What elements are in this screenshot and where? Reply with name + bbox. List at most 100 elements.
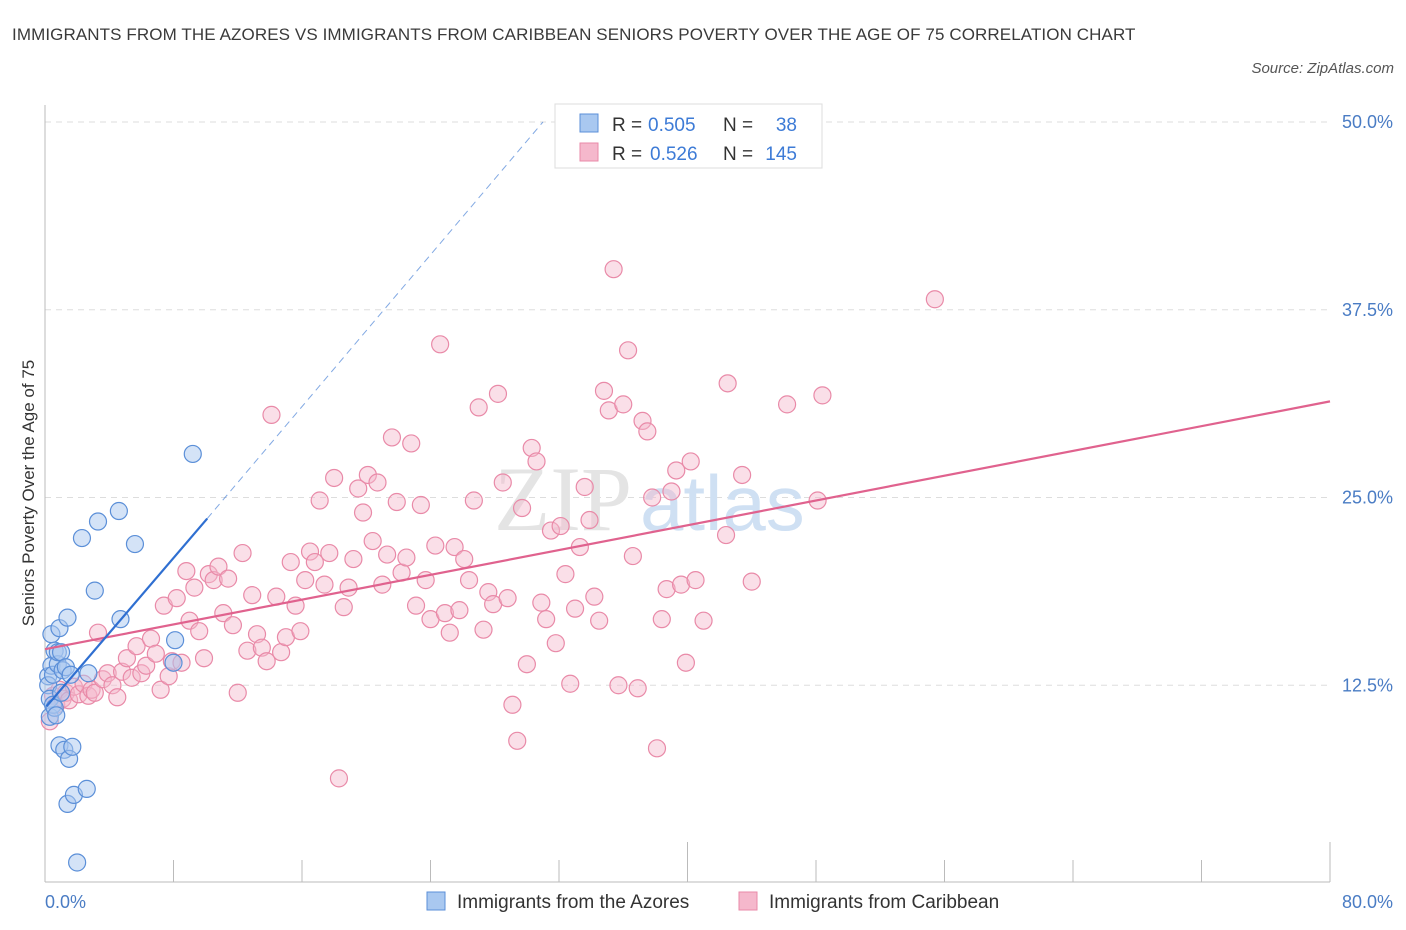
azores-point-15 bbox=[51, 683, 71, 702]
caribbean-point-93 bbox=[469, 398, 488, 417]
x-tick-label-max: 80.0% bbox=[1342, 892, 1393, 912]
caribbean-point-59 bbox=[305, 552, 324, 572]
caribbean-point-72 bbox=[368, 473, 387, 492]
caribbean-point-78 bbox=[397, 548, 416, 567]
gridlines bbox=[45, 121, 1330, 686]
caribbean-n-value: 145 bbox=[765, 144, 797, 165]
x-tick-labels: 0.0% 80.0% bbox=[45, 892, 1393, 912]
y-tick-label-3: 50.0% bbox=[1342, 112, 1393, 132]
legend-caribbean-label[interactable]: Immigrants from Caribbean bbox=[769, 892, 999, 913]
legend-azores-label[interactable]: Immigrants from the Azores bbox=[457, 892, 689, 913]
caribbean-point-47 bbox=[247, 625, 267, 644]
caribbean-point-108 bbox=[541, 521, 561, 540]
watermark: ZIP atlas bbox=[494, 448, 805, 550]
azores-r-value: 0.505 bbox=[648, 115, 696, 136]
caribbean-point-44 bbox=[233, 543, 252, 563]
azores-point-20 bbox=[58, 608, 77, 627]
caribbean-point-144 bbox=[777, 395, 797, 414]
caribbean-point-39 bbox=[209, 557, 228, 576]
caribbean-point-125 bbox=[623, 546, 642, 566]
watermark-atlas: atlas bbox=[640, 459, 805, 547]
caribbean-point-136 bbox=[676, 653, 695, 672]
caribbean-point-99 bbox=[498, 589, 517, 608]
caribbean-point-84 bbox=[426, 536, 445, 555]
azores-points bbox=[39, 444, 202, 872]
caribbean-point-97 bbox=[488, 384, 508, 403]
caribbean-r-label: R = bbox=[612, 144, 642, 165]
caribbean-point-56 bbox=[291, 622, 310, 641]
caribbean-point-142 bbox=[733, 465, 752, 485]
caribbean-point-69 bbox=[353, 503, 373, 522]
caribbean-point-46 bbox=[243, 586, 262, 605]
caribbean-point-26 bbox=[151, 680, 170, 699]
caribbean-point-68 bbox=[349, 479, 368, 498]
x-tick-label-min: 0.0% bbox=[45, 892, 86, 912]
caribbean-swatch bbox=[579, 142, 599, 162]
caribbean-point-112 bbox=[561, 674, 580, 693]
caribbean-point-67 bbox=[344, 549, 363, 569]
caribbean-point-49 bbox=[257, 652, 276, 671]
caribbean-point-100 bbox=[503, 695, 522, 714]
caribbean-point-66 bbox=[339, 578, 358, 597]
caribbean-point-111 bbox=[556, 565, 575, 584]
caribbean-trend-line bbox=[44, 400, 1331, 651]
caribbean-point-140 bbox=[716, 525, 736, 545]
caribbean-n-label: N = bbox=[723, 144, 753, 165]
caribbean-point-70 bbox=[358, 465, 377, 485]
caribbean-point-60 bbox=[310, 491, 329, 510]
azores-point-36 bbox=[166, 631, 185, 650]
caribbean-point-101 bbox=[508, 731, 527, 750]
caribbean-point-105 bbox=[527, 452, 546, 471]
caribbean-point-135 bbox=[671, 575, 691, 594]
caribbean-point-121 bbox=[604, 260, 623, 279]
caribbean-point-87 bbox=[440, 623, 459, 642]
azores-point-30 bbox=[85, 581, 104, 600]
azores-trend-line bbox=[45, 517, 209, 707]
caribbean-point-71 bbox=[363, 531, 382, 551]
caribbean-point-131 bbox=[652, 610, 671, 629]
caribbean-point-13 bbox=[88, 623, 108, 642]
caribbean-point-89 bbox=[450, 601, 469, 620]
caribbean-point-88 bbox=[445, 537, 464, 557]
caribbean-point-118 bbox=[590, 611, 609, 630]
caribbean-point-134 bbox=[667, 461, 686, 480]
azores-point-37 bbox=[183, 444, 202, 464]
caribbean-point-21 bbox=[127, 637, 146, 656]
azores-point-34 bbox=[125, 534, 145, 554]
caribbean-point-50 bbox=[262, 405, 281, 424]
caribbean-point-52 bbox=[272, 643, 291, 662]
caribbean-point-38 bbox=[204, 571, 223, 590]
caribbean-point-85 bbox=[431, 335, 450, 354]
caribbean-point-102 bbox=[512, 498, 532, 518]
caribbean-point-65 bbox=[334, 598, 353, 617]
caribbean-point-137 bbox=[681, 452, 700, 471]
caribbean-point-133 bbox=[662, 482, 681, 501]
caribbean-point-37 bbox=[199, 565, 218, 584]
azores-point-27 bbox=[72, 528, 92, 548]
caribbean-point-110 bbox=[551, 516, 570, 536]
caribbean-point-57 bbox=[296, 571, 315, 590]
caribbean-point-106 bbox=[532, 593, 551, 612]
caribbean-r-value: 0.526 bbox=[650, 144, 698, 165]
stats-legend: R = 0.505 N = 38 R = 0.526 N = 145 bbox=[554, 103, 823, 169]
caribbean-point-25 bbox=[146, 644, 165, 663]
caribbean-point-23 bbox=[137, 656, 156, 675]
azores-point-24 bbox=[63, 737, 82, 756]
legend-azores-swatch[interactable] bbox=[426, 891, 446, 911]
trend-lines bbox=[44, 121, 1331, 707]
caribbean-point-132 bbox=[657, 580, 676, 599]
caribbean-point-86 bbox=[435, 604, 455, 623]
axes bbox=[44, 105, 1331, 883]
caribbean-point-36 bbox=[194, 649, 214, 668]
legend-caribbean-swatch[interactable] bbox=[738, 891, 758, 911]
caribbean-point-90 bbox=[455, 549, 474, 569]
caribbean-point-143 bbox=[742, 572, 761, 591]
caribbean-point-113 bbox=[565, 599, 585, 618]
caribbean-point-42 bbox=[223, 616, 243, 635]
caribbean-point-146 bbox=[813, 386, 832, 405]
caribbean-point-45 bbox=[238, 641, 257, 660]
caribbean-point-76 bbox=[387, 492, 406, 512]
caribbean-point-98 bbox=[493, 473, 512, 492]
caribbean-point-17 bbox=[108, 688, 127, 707]
